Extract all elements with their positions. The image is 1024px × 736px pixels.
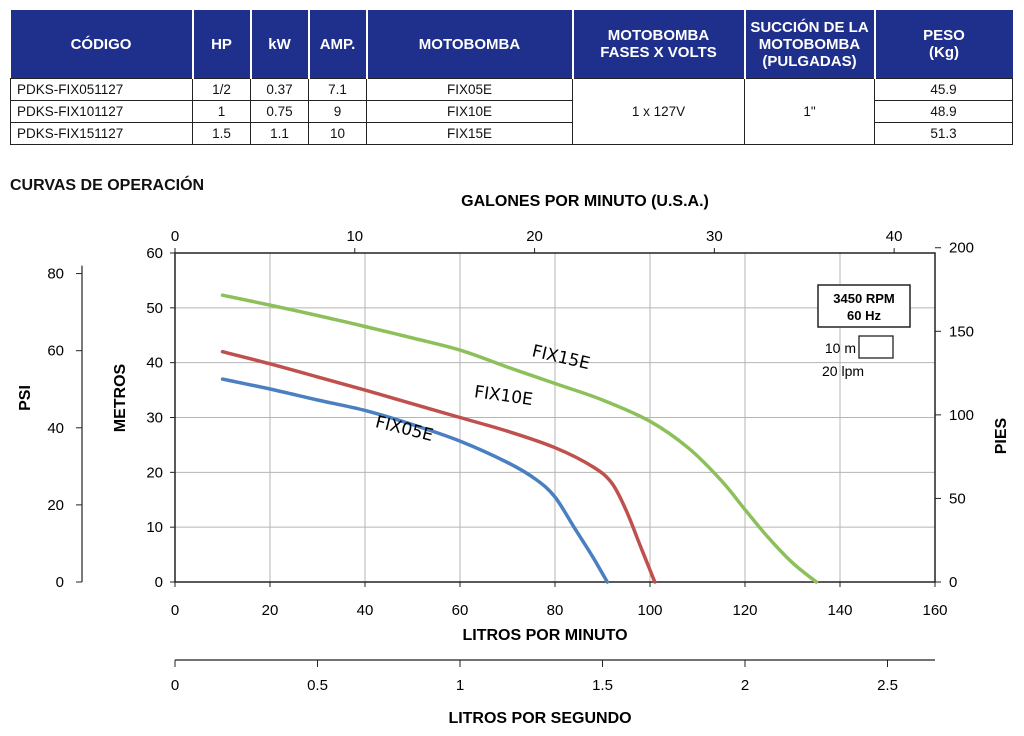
right-axis-tick-label: 200: [949, 240, 974, 257]
psi-axis-tick-label: 80: [47, 266, 64, 283]
x-axis-label: LITROS POR MINUTO: [462, 627, 627, 644]
top-axis-label: GALONES POR MINUTO (U.S.A.): [461, 193, 709, 210]
series-line-fix10e: [220, 349, 657, 584]
cell-codigo: PDKS-FIX051127: [10, 78, 193, 101]
header-motobomba: MOTOBOMBA: [365, 10, 574, 79]
cell-kw: 0.75: [250, 100, 309, 123]
right-axis-tick-label: 0: [949, 574, 957, 591]
x-tick-label: 120: [732, 602, 757, 619]
psi-axis-tick-label: 0: [56, 574, 64, 591]
y-tick-label: 30: [146, 410, 163, 427]
header-succion: SUCCIÓN DE LA MOTOBOMBA (PULGADAS): [743, 10, 876, 79]
y-tick-label: 0: [155, 574, 163, 591]
psi-axis-tick-label: 60: [47, 343, 64, 360]
x-tick-label: 140: [827, 602, 852, 619]
lps-axis-tick-label: 1: [456, 677, 464, 694]
cell-amp: 10: [308, 122, 367, 145]
right-axis-tick-label: 50: [949, 490, 966, 507]
x-tick-label: 0: [171, 602, 179, 619]
table-header-row: CÓDIGO HP kW AMP. MOTOBOMBA MOTOBOMBA FA…: [10, 10, 1013, 79]
top-axis-tick-label: 10: [346, 228, 363, 245]
cell-hp: 1.5: [192, 122, 251, 145]
top-axis-tick-label: 40: [886, 228, 903, 245]
top-axis-tick-label: 30: [706, 228, 723, 245]
right-axis-tick-label: 150: [949, 323, 974, 340]
scale-square: [858, 335, 894, 359]
cell-peso: 51.3: [874, 122, 1013, 145]
scale-lpm-label: 20 lpm: [822, 363, 864, 379]
spec-table: CÓDIGO HP kW AMP. MOTOBOMBA MOTOBOMBA FA…: [10, 10, 1013, 145]
rpm-label: 3450 RPM: [833, 291, 894, 306]
x-tick-label: 20: [262, 602, 279, 619]
x-tick-label: 80: [547, 602, 564, 619]
header-fases-volts: MOTOBOMBA FASES X VOLTS: [571, 10, 746, 79]
header-peso: PESO (Kg): [873, 10, 1013, 79]
y-tick-label: 20: [146, 464, 163, 481]
x-tick-label: 100: [637, 602, 662, 619]
header-hp: HP: [191, 10, 252, 79]
header-amp: AMP.: [307, 10, 368, 79]
table-row: PDKS-FIX051127 1/2 0.37 7.1 FIX05E 1 x 1…: [10, 78, 1013, 145]
x-tick-label: 160: [922, 602, 947, 619]
cell-motobomba: FIX15E: [366, 122, 573, 145]
y-tick-label: 50: [146, 300, 163, 317]
lps-axis-tick-label: 2: [741, 677, 749, 694]
psi-axis-label: PSI: [17, 385, 34, 411]
lps-axis-label: LITROS POR SEGUNDO: [448, 710, 631, 727]
y-tick-label: 60: [146, 245, 163, 262]
series-line-fix15e: [220, 293, 819, 584]
y-tick-label: 10: [146, 519, 163, 536]
y-axis-label: METROS: [112, 363, 129, 432]
psi-axis-tick-label: 40: [47, 420, 64, 437]
table-row: PDKS-FIX151127 1.5 1.1 10 FIX15E 51.3: [10, 122, 1013, 145]
scale-meters-label: 10 m: [825, 340, 856, 356]
psi-axis-tick-label: 20: [47, 497, 64, 514]
x-tick-label: 40: [357, 602, 374, 619]
header-kw: kW: [249, 10, 310, 79]
right-axis-tick-label: 100: [949, 407, 974, 424]
cell-peso: 45.9: [874, 78, 1013, 101]
cell-codigo: PDKS-FIX151127: [10, 122, 193, 145]
series-label-fix10e: FIX10E: [473, 382, 534, 410]
top-axis-tick-label: 20: [526, 228, 543, 245]
y-tick-label: 40: [146, 355, 163, 372]
lps-axis-tick-label: 0: [171, 677, 179, 694]
top-axis-tick-label: 0: [171, 228, 179, 245]
lps-axis-tick-label: 2.5: [877, 677, 898, 694]
series-line-fix05e: [220, 377, 610, 584]
cell-amp: 7.1: [308, 78, 367, 101]
lps-axis-tick-label: 1.5: [592, 677, 613, 694]
right-axis-label: PIES: [993, 417, 1010, 454]
series-label-fix15e: FIX15E: [530, 341, 592, 374]
header-codigo: CÓDIGO: [10, 10, 194, 79]
lps-axis-tick-label: 0.5: [307, 677, 328, 694]
x-tick-label: 60: [452, 602, 469, 619]
cell-succion: 1": [744, 78, 875, 145]
cell-kw: 0.37: [250, 78, 309, 101]
hz-label: 60 Hz: [847, 308, 881, 323]
rpm-box: [817, 284, 911, 328]
section-title: CURVAS DE OPERACIÓN: [10, 177, 205, 194]
